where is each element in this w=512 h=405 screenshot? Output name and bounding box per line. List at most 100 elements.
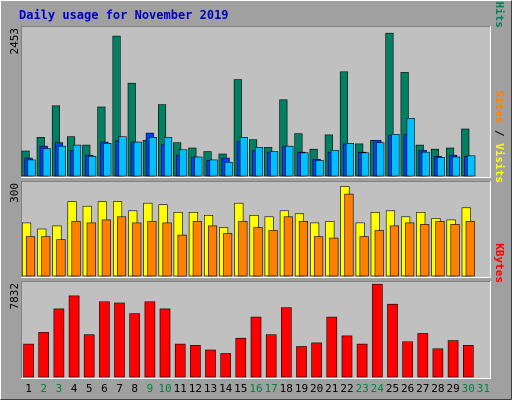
legend-segment: Hits bbox=[493, 2, 506, 29]
bar-kbytes-16 bbox=[250, 316, 262, 378]
x-tick-label: 5 bbox=[86, 382, 93, 395]
bar-pages-30 bbox=[467, 155, 476, 177]
bar-kbytes-11 bbox=[174, 343, 186, 378]
bar-sites-18 bbox=[283, 216, 293, 277]
x-tick-label: 19 bbox=[295, 382, 308, 395]
legend-segment: Visits bbox=[493, 143, 506, 183]
series-pages bbox=[27, 118, 476, 177]
bar-kbytes-26 bbox=[402, 341, 413, 378]
legend-segment: / bbox=[493, 0, 506, 2]
bar-pages-12 bbox=[194, 156, 203, 177]
bar-kbytes-21 bbox=[326, 316, 338, 378]
bar-pages-3 bbox=[57, 145, 67, 177]
bar-pages-20 bbox=[315, 160, 324, 177]
bar-pages-18 bbox=[285, 145, 294, 177]
bar-pages-21 bbox=[330, 150, 339, 177]
x-tick-label: 26 bbox=[401, 382, 414, 395]
bar-sites-20 bbox=[314, 236, 324, 277]
panel-legend: Pages / Files / Hits bbox=[493, 0, 506, 28]
bar-kbytes-27 bbox=[417, 333, 429, 378]
bar-sites-24 bbox=[374, 230, 384, 277]
bar-pages-1 bbox=[27, 159, 36, 177]
bar-kbytes-2 bbox=[38, 332, 50, 378]
bar-pages-27 bbox=[421, 151, 430, 177]
x-tick-label: 23 bbox=[355, 382, 368, 395]
bar-pages-7 bbox=[118, 136, 127, 177]
bar-pages-15 bbox=[239, 137, 248, 177]
bar-kbytes-9 bbox=[144, 301, 156, 378]
bar-pages-5 bbox=[88, 156, 97, 177]
bar-kbytes-6 bbox=[99, 301, 110, 378]
bar-sites-15 bbox=[238, 221, 248, 277]
x-tick-label: 2 bbox=[40, 382, 47, 395]
bar-kbytes-17 bbox=[265, 334, 277, 378]
bar-sites-29 bbox=[450, 224, 460, 277]
bar-kbytes-13 bbox=[205, 349, 216, 378]
x-tick-label: 13 bbox=[204, 382, 217, 395]
bar-pages-22 bbox=[345, 143, 355, 177]
x-tick-label: 29 bbox=[446, 382, 459, 395]
panel-legend: Sites / Visits bbox=[493, 90, 506, 183]
bar-pages-8 bbox=[133, 141, 142, 177]
x-tick-label: 15 bbox=[234, 382, 247, 395]
bar-kbytes-20 bbox=[311, 342, 322, 378]
x-tick-label: 22 bbox=[340, 382, 353, 395]
bar-kbytes-22 bbox=[341, 335, 353, 378]
bar-kbytes-23 bbox=[356, 343, 368, 378]
x-tick-label: 21 bbox=[325, 382, 338, 395]
bar-kbytes-3 bbox=[53, 308, 65, 378]
x-tick-label: 3 bbox=[56, 382, 63, 395]
bar-pages-16 bbox=[255, 147, 264, 177]
bar-sites-30 bbox=[465, 221, 475, 277]
bar-pages-13 bbox=[209, 159, 218, 177]
x-tick-label: 24 bbox=[371, 382, 385, 395]
bar-pages-24 bbox=[376, 142, 385, 177]
x-tick-label: 8 bbox=[131, 382, 138, 395]
x-axis-day-labels: 1 2 3 4 5 6 7 8 9 10 11 12 13 14 15 16 17 18 19 20 21 22 23 24 2… bbox=[25, 382, 490, 395]
bar-sites-23 bbox=[359, 236, 369, 277]
bar-kbytes-1 bbox=[23, 343, 34, 378]
x-tick-label: 16 bbox=[249, 382, 262, 395]
bar-pages-9 bbox=[148, 137, 157, 177]
bar-sites-5 bbox=[86, 222, 96, 277]
bar-sites-7 bbox=[117, 216, 127, 277]
panel-max-label: 300 bbox=[8, 183, 21, 203]
series-kbytes bbox=[23, 283, 474, 378]
x-tick-label: 25 bbox=[386, 382, 399, 395]
bar-pages-28 bbox=[436, 157, 446, 177]
bar-pages-29 bbox=[451, 156, 461, 177]
x-tick-label: 10 bbox=[158, 382, 171, 395]
x-tick-label: 20 bbox=[310, 382, 323, 395]
bar-sites-11 bbox=[177, 234, 187, 277]
x-tick-label: 9 bbox=[147, 382, 154, 395]
bar-kbytes-5 bbox=[83, 334, 95, 378]
bar-kbytes-19 bbox=[296, 346, 307, 378]
bar-pages-10 bbox=[164, 137, 173, 177]
x-tick-label: 14 bbox=[219, 382, 233, 395]
panel-visits-sites: 300 Sites / Visits bbox=[8, 90, 506, 278]
x-tick-label: 30 bbox=[462, 382, 475, 395]
bar-sites-6 bbox=[101, 219, 111, 277]
bar-sites-27 bbox=[420, 224, 430, 277]
panel-kbytes: 7832 KBytes bbox=[8, 243, 506, 379]
legend-segment: KBytes bbox=[493, 243, 506, 283]
x-tick-label: 7 bbox=[116, 382, 123, 395]
bar-pages-6 bbox=[103, 143, 112, 177]
x-tick-label: 1 bbox=[25, 382, 32, 395]
bar-pages-14 bbox=[224, 162, 233, 177]
x-tick-label: 28 bbox=[431, 382, 444, 395]
bar-sites-10 bbox=[162, 222, 172, 277]
bar-kbytes-28 bbox=[432, 348, 444, 378]
bar-kbytes-7 bbox=[114, 302, 125, 378]
bar-sites-4 bbox=[71, 221, 81, 277]
bar-kbytes-29 bbox=[447, 340, 459, 378]
bar-sites-25 bbox=[389, 225, 400, 277]
bar-kbytes-15 bbox=[235, 337, 247, 378]
bar-sites-3 bbox=[56, 239, 66, 277]
bar-pages-19 bbox=[300, 152, 309, 177]
bar-kbytes-25 bbox=[387, 303, 398, 378]
bar-kbytes-12 bbox=[190, 344, 201, 378]
bar-sites-21 bbox=[329, 237, 339, 277]
bar-sites-22 bbox=[344, 193, 354, 277]
